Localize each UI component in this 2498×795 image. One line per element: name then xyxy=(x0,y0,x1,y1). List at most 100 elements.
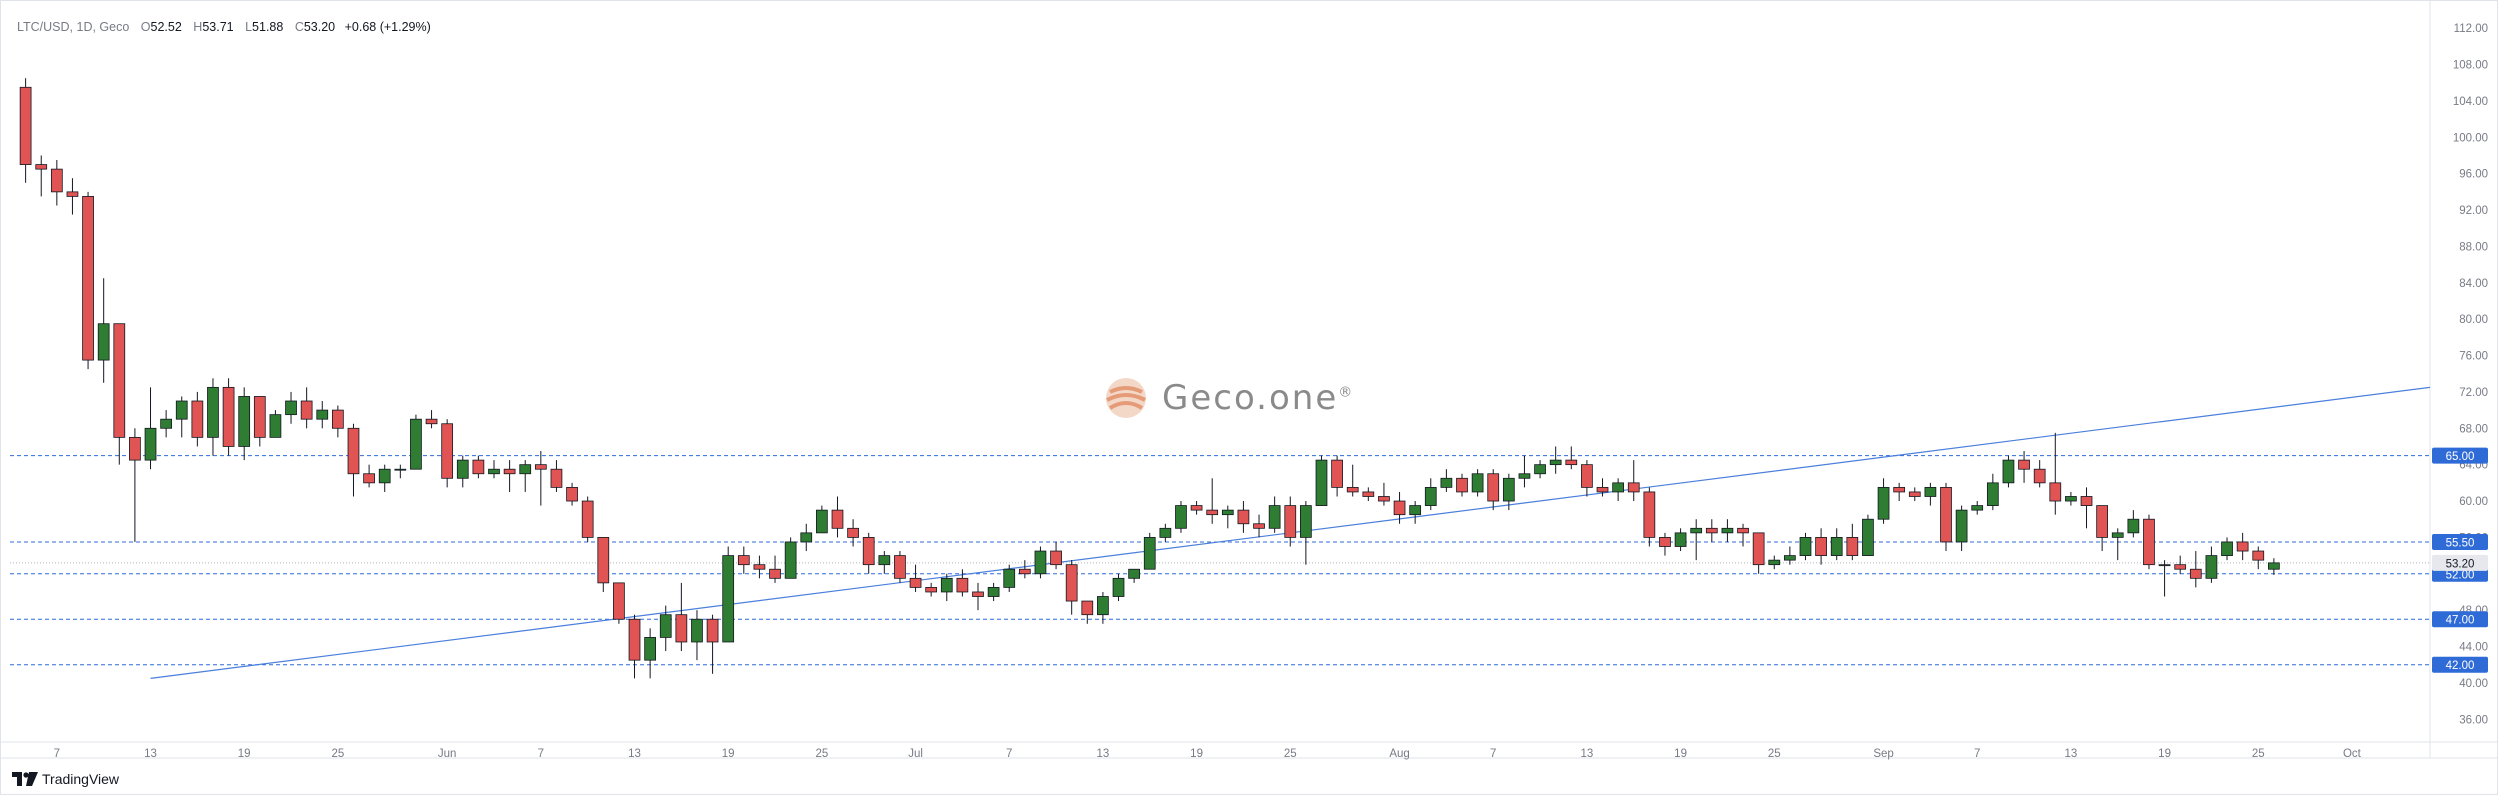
candle-body xyxy=(191,400,204,438)
candle-body xyxy=(2049,482,2062,502)
y-tick-label: 88.00 xyxy=(2459,241,2488,253)
candle-body xyxy=(2252,550,2265,561)
candle-body xyxy=(550,468,563,488)
candle-body xyxy=(2174,564,2187,570)
candle-body xyxy=(1908,491,1921,497)
candle-body xyxy=(1018,568,1031,575)
candle-body xyxy=(316,409,329,420)
level-badge-label: 42.00 xyxy=(2446,660,2475,672)
candle-body xyxy=(1705,527,1718,534)
candle-body xyxy=(2018,459,2030,470)
candle-body xyxy=(129,436,141,461)
level-badge-bg xyxy=(2432,656,2488,673)
x-tick-label: 19 xyxy=(1674,748,1687,760)
candle-body xyxy=(1440,477,1453,488)
candle-body xyxy=(2065,496,2077,502)
candle-body xyxy=(363,473,375,484)
y-tick-label: 108.00 xyxy=(2453,60,2488,72)
y-tick-label: 40.00 xyxy=(2459,678,2488,690)
candle-body xyxy=(410,418,422,470)
candle-body xyxy=(1846,537,1859,556)
candle-body xyxy=(769,568,781,579)
candle-body xyxy=(300,400,313,420)
y-tick-label: 84.00 xyxy=(2459,278,2488,290)
y-tick-label: 100.00 xyxy=(2453,132,2488,144)
candle-body xyxy=(1752,532,1765,566)
x-tick-label: 7 xyxy=(538,748,544,760)
candle-body xyxy=(613,582,625,620)
tradingview-brand: TradingView xyxy=(42,771,120,787)
x-tick-label: 25 xyxy=(331,748,344,760)
candle-body xyxy=(940,577,953,593)
candle-body xyxy=(1175,505,1187,529)
close-value: 53.20 xyxy=(303,20,336,34)
open-label: O xyxy=(140,20,151,34)
y-tick-label: 96.00 xyxy=(2459,169,2488,181)
candle-body xyxy=(1331,459,1343,488)
candle-body xyxy=(1221,509,1234,516)
candle-body xyxy=(2205,555,2218,579)
tradingview-logo-icon xyxy=(12,772,38,786)
candle-body xyxy=(2143,518,2155,566)
candle-body xyxy=(488,468,500,475)
x-tick-label: 25 xyxy=(2252,748,2265,760)
candle-body xyxy=(1986,482,1999,506)
candle-body xyxy=(394,468,407,471)
y-tick-label: 92.00 xyxy=(2459,205,2488,217)
candle-body xyxy=(425,418,438,425)
candle-body xyxy=(1097,596,1109,616)
candle-body xyxy=(378,468,391,484)
candle-body xyxy=(581,500,594,538)
candle-body xyxy=(1315,459,1328,506)
candle-body xyxy=(1081,600,1094,616)
open-value: 52.52 xyxy=(150,20,182,34)
x-tick-label: 13 xyxy=(628,748,641,760)
candle-body xyxy=(1378,496,1390,502)
candle-body xyxy=(503,468,516,475)
symbol-header: LTC/USD, 1D, Geco O52.52 H53.71 L51.88 C… xyxy=(17,20,431,34)
candle-body xyxy=(1549,459,1562,466)
candle-body xyxy=(50,168,63,193)
symbol-label: LTC/USD, 1D, Geco xyxy=(17,20,130,34)
candle-body xyxy=(2189,568,2202,579)
y-tick-label: 76.00 xyxy=(2459,351,2488,363)
candle-body xyxy=(1034,550,1047,575)
y-tick-label: 68.00 xyxy=(2459,423,2488,435)
x-tick-label: 19 xyxy=(722,748,735,760)
x-tick-label: 13 xyxy=(1097,748,1110,760)
watermark-brand: Geco.one xyxy=(1162,378,1339,418)
candle-body xyxy=(925,587,938,593)
candle-body xyxy=(597,537,610,584)
candle-body xyxy=(1362,491,1375,497)
geco-logo-icon xyxy=(1106,378,1146,418)
candle-body xyxy=(441,423,454,479)
candle-body xyxy=(1627,482,1640,493)
x-tick-label: 7 xyxy=(1974,748,1980,760)
x-tick-label: Aug xyxy=(1389,748,1409,760)
candle-body xyxy=(534,464,547,470)
candle-body xyxy=(987,587,1000,597)
candle-body xyxy=(253,396,266,438)
candle-body xyxy=(847,527,859,538)
candle-body xyxy=(1253,523,1265,529)
candle-body xyxy=(456,459,469,479)
x-tick-label: Oct xyxy=(2343,748,2362,760)
x-tick-label: 25 xyxy=(1284,748,1297,760)
candle-body xyxy=(144,427,157,461)
current-price-badge-bg xyxy=(2432,554,2488,571)
candle-body xyxy=(706,618,719,643)
candle-body xyxy=(1674,532,1687,547)
candle-body xyxy=(659,614,672,638)
low-value: 51.88 xyxy=(252,20,284,34)
candle-body xyxy=(1534,464,1546,475)
candle-body xyxy=(2096,505,2108,538)
candle-body xyxy=(1815,537,1827,556)
x-tick-label: 19 xyxy=(1190,748,1203,760)
candle-body xyxy=(285,400,297,416)
candle-body xyxy=(1268,505,1281,529)
x-tick-label: 25 xyxy=(815,748,828,760)
candle-body xyxy=(472,459,485,475)
tradingview-footer[interactable]: TradingView xyxy=(12,771,119,787)
